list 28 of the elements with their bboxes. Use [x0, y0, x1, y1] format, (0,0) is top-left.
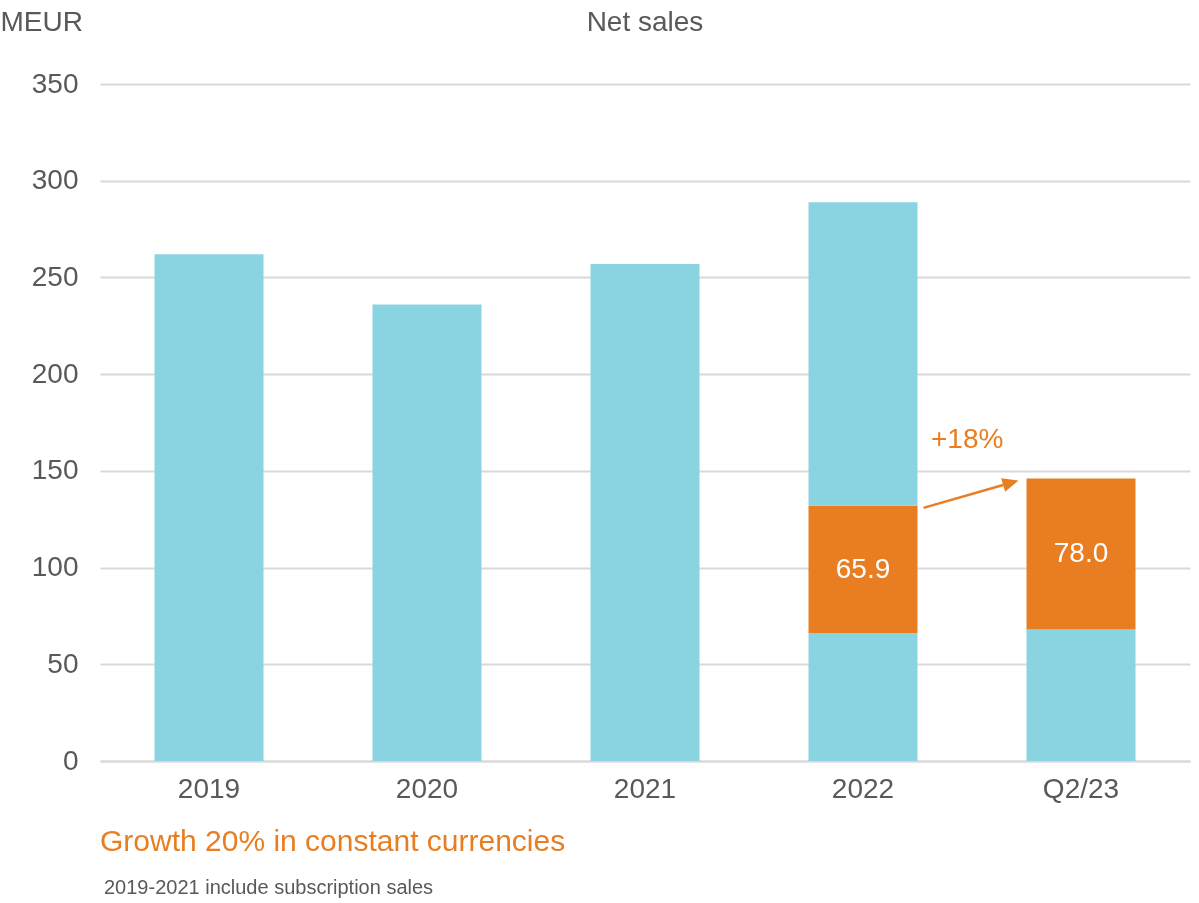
y-tick-label: 200	[31, 357, 79, 389]
data-label: 65.9	[835, 552, 891, 584]
x-tick-label: Q2/23	[1042, 772, 1120, 804]
bar	[808, 505, 918, 634]
annotation: +18%	[931, 422, 1004, 455]
y-tick-label: 100	[31, 551, 79, 583]
text: Growth 20% in constant currencies	[100, 824, 566, 858]
x-tick-label: 2020	[395, 772, 459, 804]
text: 2019-2021 include subscription sales	[104, 876, 434, 899]
x-tick-label: 2021	[613, 772, 677, 804]
x-tick-label: 2022	[831, 772, 895, 804]
bar	[372, 304, 482, 761]
bar	[154, 254, 264, 761]
bar	[1026, 629, 1136, 761]
y-tick-label: 250	[31, 260, 79, 292]
y-tick-label: 300	[31, 164, 79, 196]
chart-title: Net sales	[585, 6, 705, 38]
y-tick-label: 350	[31, 67, 79, 99]
bar	[1026, 478, 1136, 630]
bar	[808, 202, 918, 506]
data-label: 78.0	[1053, 537, 1109, 569]
x-tick-label: 2019	[177, 772, 241, 804]
y-tick-label: 0	[62, 744, 79, 776]
bar	[590, 263, 700, 761]
y-tick-label: 150	[31, 454, 79, 486]
bar	[808, 633, 918, 761]
y-tick-label: 50	[47, 647, 79, 679]
y-axis-title: MEUR	[0, 5, 83, 37]
